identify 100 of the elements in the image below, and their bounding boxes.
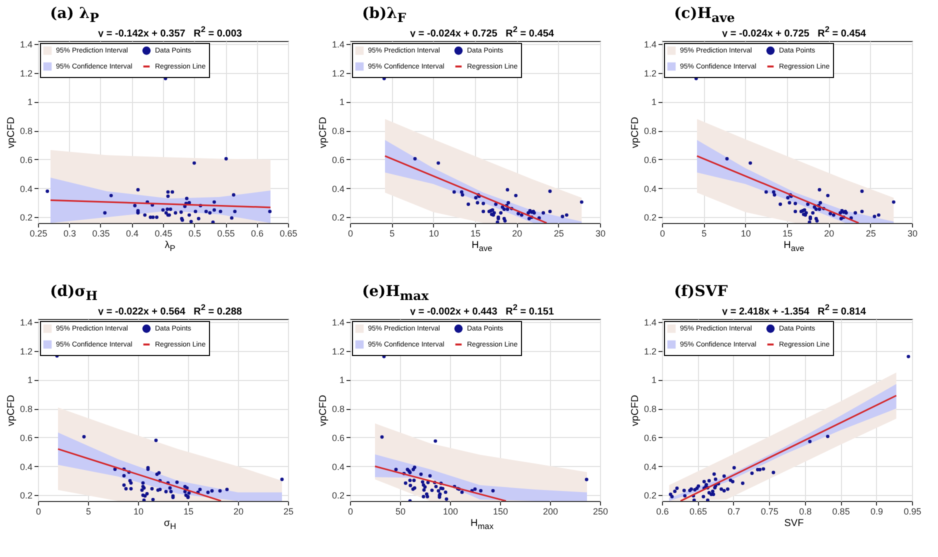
x-tick-label: 10 (428, 228, 439, 238)
y-tick-label: 0.8 (20, 404, 32, 414)
x-tick-label: 0.5 (188, 228, 202, 238)
y-axis-title: vpCFD (630, 116, 641, 148)
x-tick-label: 100 (442, 506, 458, 516)
y-tick-label: 1 (651, 97, 656, 108)
y-tick-label: 0.6 (20, 432, 32, 443)
y-tick-label: 1.4 (20, 39, 32, 50)
x-tick-label: 15 (183, 506, 194, 516)
y-tick-label: 1 (27, 375, 32, 386)
x-axis-title: H$_{max}$ (470, 518, 494, 531)
y-tick-label: 0.8 (332, 404, 344, 414)
y-tick-label: 0.4 (332, 462, 344, 472)
x-tick-label: 5 (86, 506, 92, 516)
chart-title: (b)λ$_{F}$ (361, 4, 408, 25)
y-tick-label: 0.2 (20, 490, 32, 501)
y-tick-label: 0.6 (332, 154, 344, 165)
x-axis-title: H$_{ave}$ (782, 240, 806, 253)
y-tick-label: 1.4 (332, 39, 344, 50)
x-tick-label: 10 (740, 228, 751, 238)
y-tick-label: 0.2 (644, 490, 656, 501)
y-axis-title: vpCFD (318, 116, 329, 148)
x-tick-label: 0.45 (154, 228, 172, 238)
x-tick-label: 0.9 (870, 506, 884, 516)
x-tick-label: 10 (133, 506, 144, 516)
x-tick-label: 5 (390, 228, 395, 238)
chart-title: (e)H$_{max}$ (361, 282, 430, 303)
x-tick-label: 15 (470, 228, 481, 238)
chart-title: (d)σ$_{H}$ (49, 282, 99, 303)
x-tick-label: 50 (395, 506, 406, 516)
x-tick-label: 0.6 (250, 228, 264, 238)
y-tick-label: 0.6 (644, 432, 656, 443)
y-axis-title: vpCFD (6, 116, 17, 148)
chart-title: (f)SVF (673, 282, 729, 302)
x-tick-label: 0.85 (832, 506, 850, 516)
y-tick-label: 1.4 (644, 317, 656, 328)
x-tick-label: 30 (595, 228, 606, 238)
y-tick-label: 1 (339, 97, 344, 108)
y-axis-title: vpCFD (318, 394, 329, 426)
x-tick-label: 0.35 (92, 228, 110, 238)
y-tick-label: 1.4 (20, 317, 32, 328)
x-tick-label: 250 (592, 506, 608, 516)
y-tick-label: 0.6 (644, 154, 656, 165)
x-tick-label: 0.75 (760, 506, 778, 516)
y-axis-title: vpCFD (6, 394, 17, 426)
y-tick-label: 0.8 (644, 126, 656, 136)
x-tick-label: 0.55 (217, 228, 235, 238)
x-tick-label: 0.3 (63, 228, 76, 238)
y-tick-label: 0.4 (644, 184, 656, 194)
y-tick-label: 1.4 (644, 39, 656, 50)
x-axis-title: σ$_{H}$ (162, 518, 178, 531)
x-tick-label: 200 (542, 506, 558, 516)
y-tick-label: 1 (651, 375, 656, 386)
y-tick-label: 1.2 (332, 68, 344, 78)
chart-title: (a) λ$_{P}$ (49, 4, 100, 25)
y-axis-title: vpCFD (630, 394, 641, 426)
y-tick-label: 1 (339, 375, 344, 386)
y-tick-label: 1.2 (644, 68, 656, 78)
y-tick-label: 1.2 (644, 346, 656, 356)
y-tick-label: 0.8 (332, 126, 344, 136)
x-axis-title: λ$_{P}$ (164, 240, 176, 253)
y-tick-label: 0.4 (20, 184, 32, 194)
x-axis-title: H$_{ave}$ (470, 240, 494, 253)
x-tick-label: 15 (782, 228, 793, 238)
y-tick-label: 0.8 (20, 126, 32, 136)
x-tick-label: 0.65 (689, 506, 707, 516)
x-tick-label: 0.8 (799, 506, 812, 516)
y-tick-label: 0.2 (20, 212, 32, 223)
x-tick-label: 0.7 (728, 506, 740, 516)
x-tick-label: 150 (492, 506, 508, 516)
y-tick-label: 1.4 (332, 317, 344, 328)
x-tick-label: 5 (702, 228, 707, 238)
x-tick-label: 20 (233, 506, 244, 516)
x-tick-label: 0 (36, 506, 42, 516)
x-tick-label: 0 (660, 228, 666, 238)
y-tick-label: 0.4 (332, 184, 344, 194)
y-tick-label: 0.4 (20, 462, 32, 472)
x-tick-label: 0.95 (904, 506, 922, 516)
y-tick-label: 1.2 (20, 68, 32, 78)
y-tick-label: 1 (27, 97, 32, 108)
x-tick-label: 25 (554, 228, 564, 238)
x-tick-label: 0 (348, 228, 354, 238)
x-axis-title: SVF (783, 518, 805, 529)
y-tick-label: 0.6 (332, 432, 344, 443)
y-tick-label: 0.2 (332, 490, 344, 501)
x-tick-label: 25 (866, 228, 876, 238)
x-tick-label: 0.4 (126, 228, 139, 238)
x-tick-label: 20 (512, 228, 522, 238)
x-tick-label: 20 (824, 228, 834, 238)
y-tick-label: 0.2 (332, 212, 344, 223)
y-tick-label: 1.2 (332, 346, 344, 356)
y-tick-label: 0.6 (20, 154, 32, 165)
x-tick-label: 0.65 (280, 228, 298, 238)
y-tick-label: 0.4 (644, 462, 656, 472)
x-tick-label: 0 (348, 506, 354, 516)
y-tick-label: 0.2 (644, 212, 656, 223)
y-tick-label: 1.2 (20, 346, 32, 356)
x-tick-label: 0.25 (30, 228, 48, 238)
x-tick-label: 25 (283, 506, 294, 516)
chart-title: (c)H$_{ave}$ (673, 4, 736, 25)
